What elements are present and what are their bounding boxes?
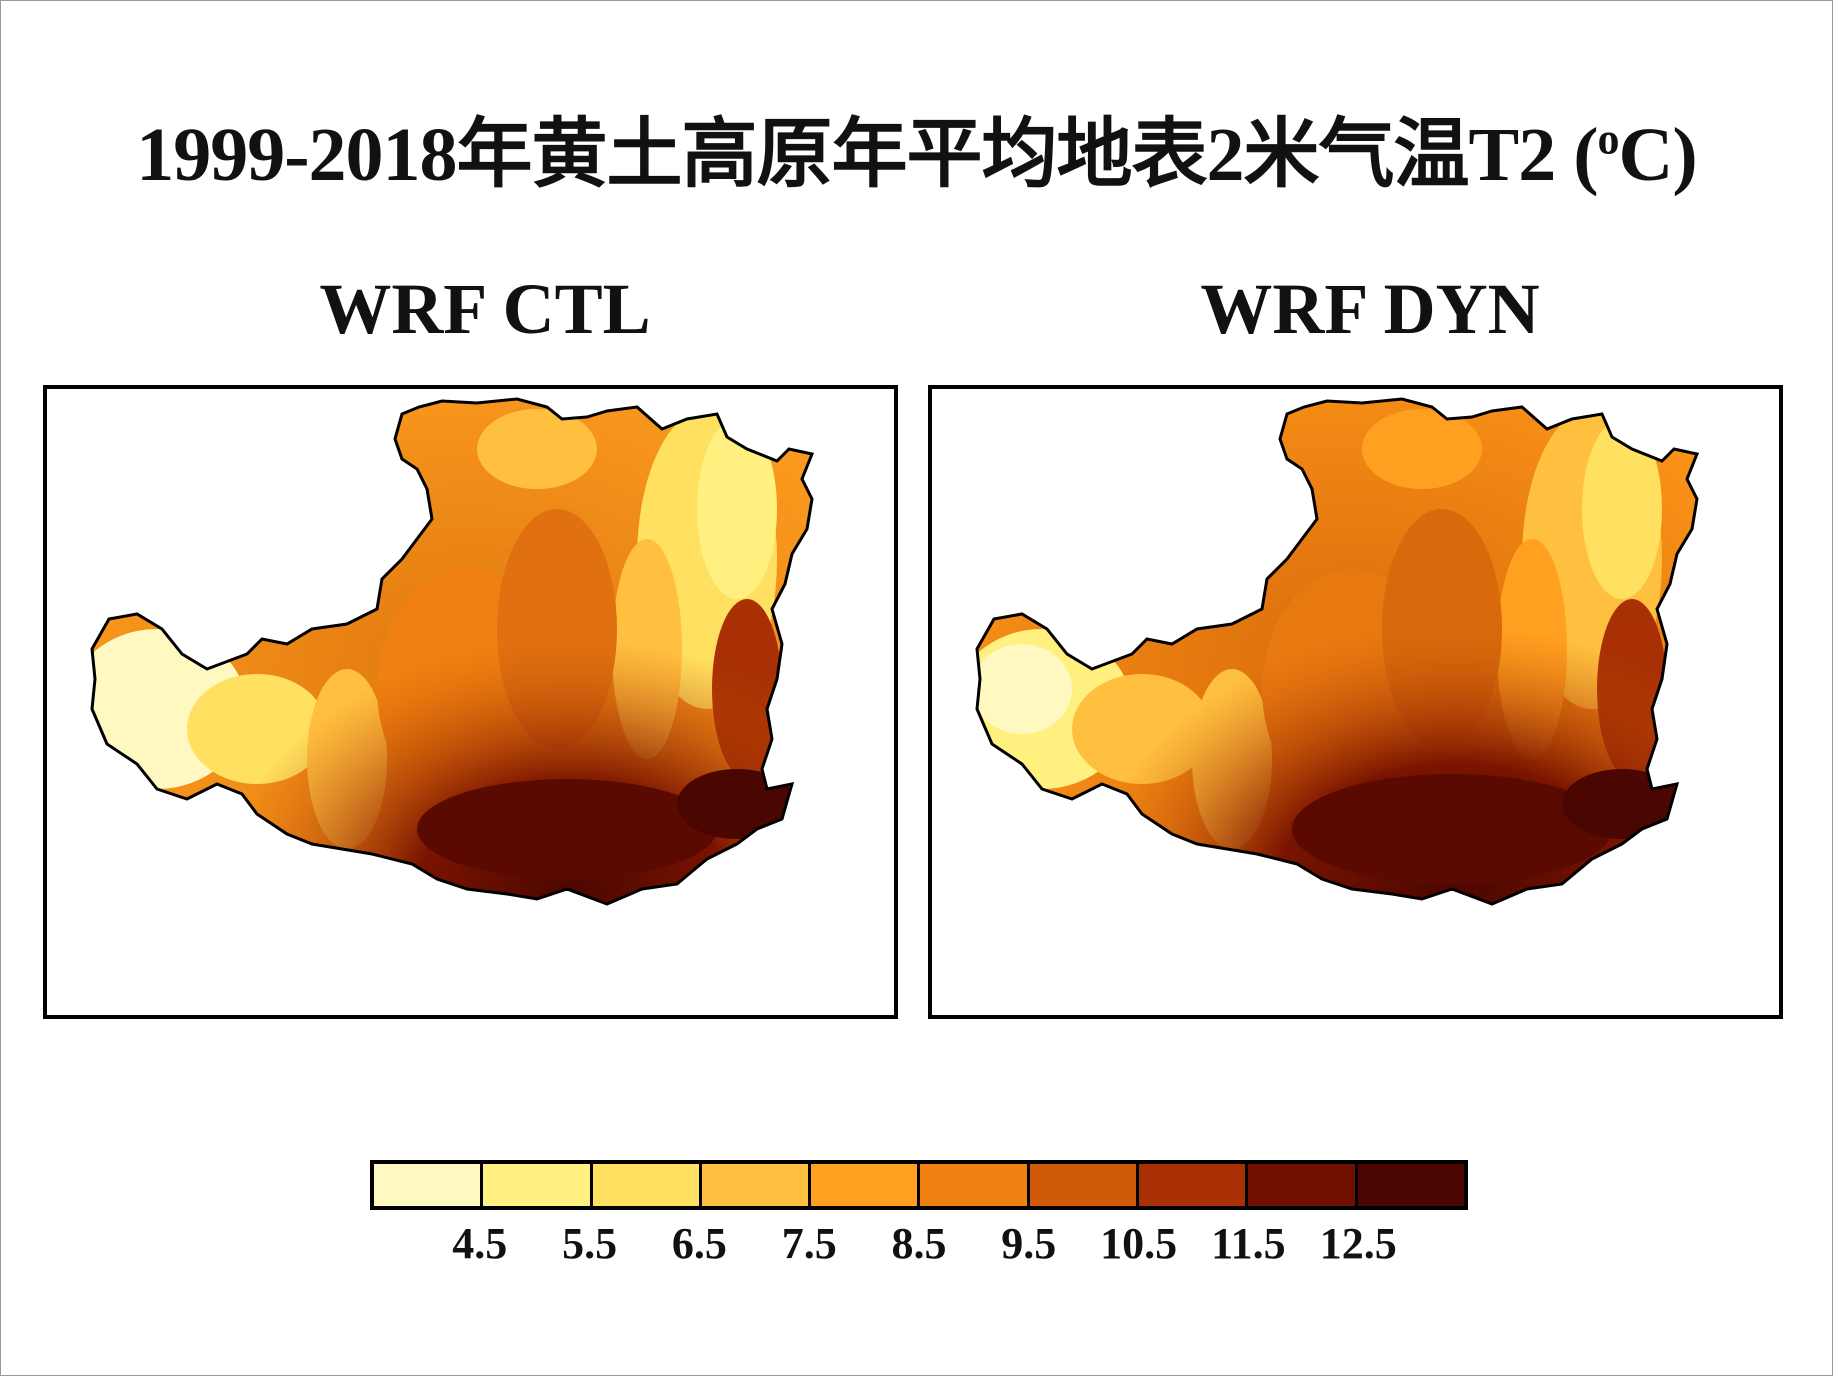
colorbar-tick-label: 6.5 (671, 1219, 727, 1268)
colorbar-swatch (374, 1164, 484, 1206)
colorbar-swatch (811, 1164, 921, 1206)
map-dyn (975, 397, 1700, 906)
colorbar-swatch (483, 1164, 593, 1206)
map-ctl (90, 397, 815, 906)
colorbar-swatch (1357, 1164, 1464, 1206)
panel-title-ctl: WRF CTL (319, 269, 651, 349)
colorbar (370, 1160, 1468, 1210)
colorbar-swatch (1139, 1164, 1249, 1206)
colorbar-tick-label: 9.5 (1001, 1219, 1057, 1268)
colorbar-tick-label: 7.5 (781, 1219, 837, 1268)
panel-title-dyn: WRF DYN (1200, 269, 1540, 349)
colorbar-tick-label: 8.5 (891, 1219, 947, 1268)
colorbar-tick-label: 4.5 (452, 1219, 508, 1268)
region-boundary-dyn (975, 397, 1700, 906)
region-boundary-ctl (90, 397, 815, 906)
colorbar-tick-label: 12.5 (1319, 1219, 1397, 1268)
colorbar-swatch (920, 1164, 1030, 1206)
colorbar-tick-label: 11.5 (1211, 1219, 1286, 1268)
map-panel-ctl (43, 385, 898, 1019)
colorbar-tick-label: 10.5 (1100, 1219, 1178, 1268)
colorbar-swatch (592, 1164, 702, 1206)
map-panel-dyn (928, 385, 1783, 1019)
colorbar-swatch (1029, 1164, 1140, 1206)
figure-title: 1999-2018年黄土高原年平均地表2米气温T2 (oC) (136, 113, 1698, 197)
colorbar-tick-label: 5.5 (562, 1219, 618, 1268)
colorbar-swatch (1248, 1164, 1358, 1206)
colorbar-swatch (701, 1164, 812, 1206)
